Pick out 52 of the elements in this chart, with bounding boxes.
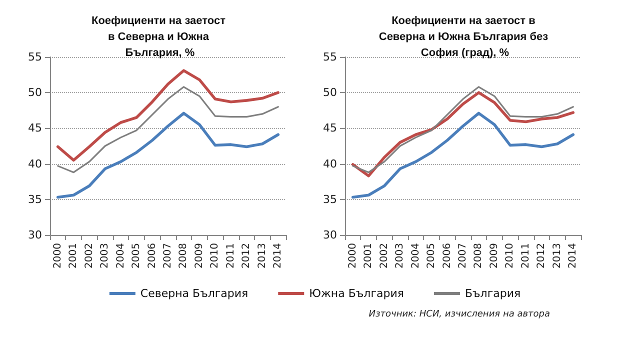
chart-title: Коефициенти на заетост в Северна и Южна България без София (град), % — [378, 15, 552, 59]
line-series — [351, 112, 575, 199]
y-tick-label: 50 — [323, 86, 337, 100]
y-tick-label: 50 — [28, 86, 42, 100]
x-tick-label: 2009 — [488, 243, 500, 268]
y-tick-label: 40 — [28, 157, 42, 170]
y-tick-label: 45 — [323, 122, 337, 135]
x-tick-label: 2012 — [241, 243, 252, 268]
y-tick-label: 35 — [28, 192, 42, 206]
x-tick-label: 2003 — [394, 243, 406, 268]
line-series — [56, 112, 280, 199]
line-series — [57, 86, 279, 174]
x-tick-label: 2009 — [194, 243, 205, 268]
x-tick-label: 2014 — [568, 243, 579, 268]
x-tick-label: 2005 — [131, 243, 142, 268]
x-tick-label: 2004 — [115, 243, 126, 268]
x-tick-label: 2000 — [347, 243, 358, 268]
x-tick-label: 2011 — [225, 243, 236, 268]
x-tick-label: 2008 — [473, 243, 484, 268]
x-tick-label: 2007 — [458, 243, 468, 268]
x-tick-label: 2010 — [210, 243, 221, 268]
x-tick-label: 2013 — [552, 243, 563, 268]
x-tick-label: 2006 — [442, 243, 453, 268]
text: Източник: НСИ, изчисления на автора — [368, 310, 550, 320]
y-tick-label: 35 — [323, 192, 337, 206]
y-tick-label: 40 — [323, 157, 337, 170]
y-tick-label: 30 — [28, 228, 42, 242]
y-tick-label: 55 — [28, 50, 42, 64]
x-tick-label: 2005 — [426, 243, 438, 268]
line-series — [56, 69, 280, 162]
y-tick-label: 55 — [323, 50, 337, 64]
x-tick-label: 2006 — [146, 243, 158, 268]
x-tick-label: 2012 — [536, 243, 548, 268]
x-tick-label: 2010 — [504, 243, 516, 268]
x-tick-label: 2007 — [162, 243, 174, 268]
y-tick-label: 30 — [323, 228, 337, 242]
chart-title: Коефициенти на заетост в Северна и Южна България, % — [91, 15, 229, 59]
legend-label: Северна България — [140, 287, 248, 300]
x-tick-label: 2001 — [363, 243, 374, 268]
y-tick-label: 45 — [28, 122, 42, 135]
x-tick-label: 2011 — [520, 243, 532, 268]
x-tick-label: 2003 — [100, 243, 111, 268]
x-tick-label: 2002 — [378, 243, 390, 268]
x-tick-label: 2008 — [178, 243, 190, 268]
x-tick-label: 2002 — [84, 243, 95, 268]
legend-label: България — [464, 287, 521, 300]
x-tick-label: 2000 — [52, 243, 64, 268]
x-tick-label: 2004 — [410, 243, 422, 268]
x-tick-label: 2001 — [68, 243, 80, 268]
x-tick-label: 2014 — [272, 243, 284, 268]
x-tick-label: 2013 — [256, 243, 268, 268]
legend-label: Южна България — [309, 287, 404, 300]
